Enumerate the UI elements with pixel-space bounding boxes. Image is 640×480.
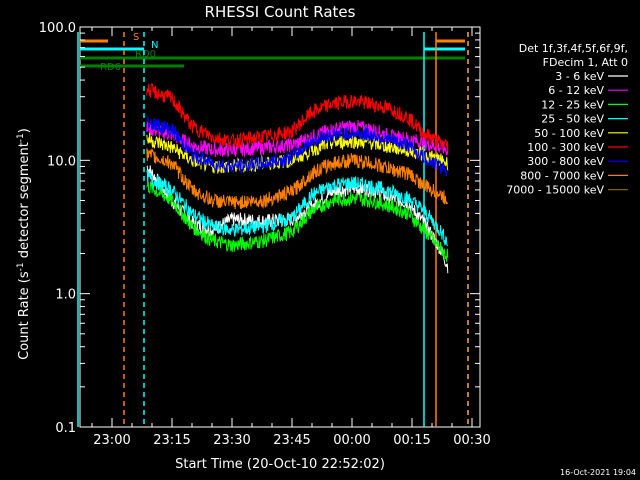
x-tick-label: 23:30 [213, 433, 250, 448]
plot-border [79, 26, 481, 428]
legend-header-line1: Det 1f,3f,4f,5f,6f,9f, [519, 42, 628, 55]
legend-entry-label: 3 - 6 keV [555, 70, 604, 83]
series-line-100-300-kev [146, 83, 449, 152]
series-line-800-7000-kev [146, 148, 448, 210]
state-label-rd0: RD0 [135, 49, 156, 60]
series-line-25-50-kev [146, 169, 449, 246]
legend-entry-label: 25 - 50 keV [541, 113, 604, 126]
legend-entry-label: 7000 - 15000 keV [506, 184, 604, 197]
x-tick-label: 00:30 [453, 433, 490, 448]
y-axis-label-part3: ) [17, 128, 32, 133]
legend-entry-label: 100 - 300 keV [527, 141, 604, 154]
y-tick-label: 0.1 [55, 421, 76, 436]
state-label-s: S [133, 32, 139, 43]
series-line-300-800-kev [146, 115, 449, 177]
legend-entry-label: 800 - 7000 keV [520, 169, 604, 182]
y-axis-label-sup1: -1 [16, 262, 26, 271]
y-tick-labels: 100.0 10.0 1.0 0.1 [39, 21, 480, 436]
y-axis-label-sup2: -1 [16, 133, 26, 142]
y-tick-label: 1.0 [55, 288, 76, 303]
footer-timestamp: 16-Oct-2021 19:04 [560, 468, 636, 477]
legend-entry-label: 300 - 800 keV [527, 155, 604, 168]
legend: Det 1f,3f,4f,5f,6f,9f, FDecim 1, Att 0 3… [506, 42, 628, 197]
state-label-rd6: RD6 [100, 62, 121, 73]
y-axis-label-part1: Count Rate (s [17, 271, 32, 360]
y-axis-label: Count Rate (s-1 detector segment-1) [16, 128, 32, 360]
y-axis-label-part2: detector segment [17, 142, 32, 262]
series-lines [146, 83, 449, 274]
legend-entry-label: 12 - 25 keV [541, 98, 604, 111]
y-tick-label: 10.0 [47, 154, 76, 169]
plot-frame [79, 26, 481, 428]
x-tick-label: 00:15 [393, 433, 430, 448]
y-tick-label: 100.0 [39, 21, 76, 36]
x-axis-label: Start Time (20-Oct-10 22:52:02) [175, 457, 385, 472]
legend-header-line2: FDecim 1, Att 0 [543, 56, 628, 69]
chart-title: RHESSI Count Rates [205, 3, 356, 21]
x-tick-label: 00:00 [333, 433, 370, 448]
legend-entry-label: 6 - 12 keV [548, 84, 604, 97]
x-tick-label: 23:15 [153, 433, 190, 448]
x-tick-label: 23:45 [273, 433, 310, 448]
state-label-n: N [151, 40, 158, 51]
legend-entry-label: 50 - 100 keV [534, 127, 604, 140]
x-tick-labels: 23:00 23:15 23:30 23:45 00:00 00:15 00:30 [91, 27, 491, 448]
series-line-12-25-kev [146, 181, 449, 263]
x-tick-label: 23:00 [93, 433, 130, 448]
